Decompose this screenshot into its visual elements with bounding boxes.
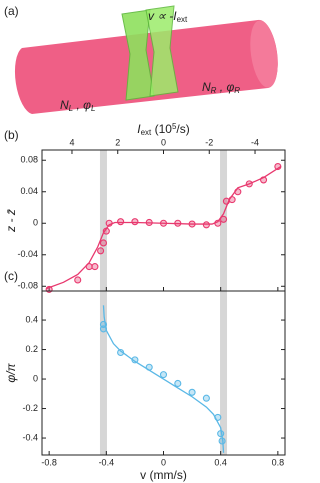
data-point [217,430,225,438]
data-point [222,197,230,205]
y-tick-label: 0 [33,218,38,228]
data-point [188,388,196,396]
top-axis-label-part: /s) [176,122,189,136]
shaded-band [220,291,228,455]
panel-label: (a) [4,4,19,18]
data-point [99,239,108,247]
top-axis-label: Iext (105/s) [137,122,190,137]
data-point [102,227,110,235]
data-point [145,363,153,371]
data-point [159,219,168,227]
y-tick-label: 0 [33,373,38,383]
data-point [97,247,105,255]
x-tick-label: 0.8 [272,457,285,467]
data-point [219,215,228,223]
figure: (a) v ∝ -Iext NL , φL NR , φR (b) -0.08 -0… [4,4,286,482]
data-point [245,180,253,188]
top-tick-label: 4 [69,137,74,147]
left-label: NL , φL [60,98,95,113]
y-tick-label: -0.4 [22,432,38,442]
data-point [202,394,210,402]
top-axis-label-part: ext [141,128,152,137]
barrier-label: v ∝ -Iext [148,9,188,24]
data-point [131,218,139,226]
top-tick-label: -2 [205,137,213,147]
data-point [214,413,222,421]
data-point [228,196,236,204]
y-tick-label: 0.2 [25,344,38,354]
data-point [188,220,196,228]
x-tick-label: 0 [161,457,166,467]
y-axis-label: z - z̄ [4,209,18,233]
data-point [45,285,53,293]
x-tick-label: -0.4 [99,457,115,467]
data-point [74,276,82,284]
y-tick-label: 0.08 [20,155,38,165]
data-point [159,371,168,379]
data-point [91,263,99,271]
y-axis-label: φ/π [4,362,18,382]
data-point [105,219,113,227]
x-tick-label: 0.4 [214,457,227,467]
data-point [214,219,222,227]
cylinder-end [250,20,278,88]
barrier [145,5,179,97]
data-point [131,356,139,364]
top-tick-label: 2 [115,137,120,147]
y-tick-label: -0.04 [17,249,38,259]
top-axis-label-part: I [137,122,141,136]
fit-curve [46,165,282,290]
y-tick-label: 0.4 [25,314,38,324]
data-point [274,162,282,171]
data-point [174,219,182,227]
top-axis-label-part: (10 [151,122,172,136]
data-point [218,437,226,445]
y-tick-label: 0.04 [20,186,38,196]
shaded-band [99,291,107,455]
data-point [234,188,242,196]
fit-curve [102,305,225,453]
data-point [202,221,210,229]
top-tick-label: 0 [161,137,166,147]
data-point [117,218,125,226]
x-tick-label: -0.8 [41,457,57,467]
panel-label: (b) [4,128,19,142]
y-tick-label: -0.08 [17,281,38,291]
right-label: NR , φR [202,80,240,95]
data-point [85,263,93,271]
top-tick-label: -4 [251,137,259,147]
data-point [145,218,153,227]
illustration: (a) v ∝ -Iext NL , φL NR , φR [4,4,278,114]
shaded-band [220,150,228,291]
data-point [117,348,125,357]
top-axis-label-part: 5 [172,122,177,131]
data-point [174,379,182,388]
data-point [260,176,268,184]
shaded-band [99,150,107,291]
y-tick-label: -0.2 [22,403,38,413]
panel-label: (c) [4,269,18,283]
x-axis-label: v (mm/s) [140,468,187,482]
data-point [99,320,108,329]
